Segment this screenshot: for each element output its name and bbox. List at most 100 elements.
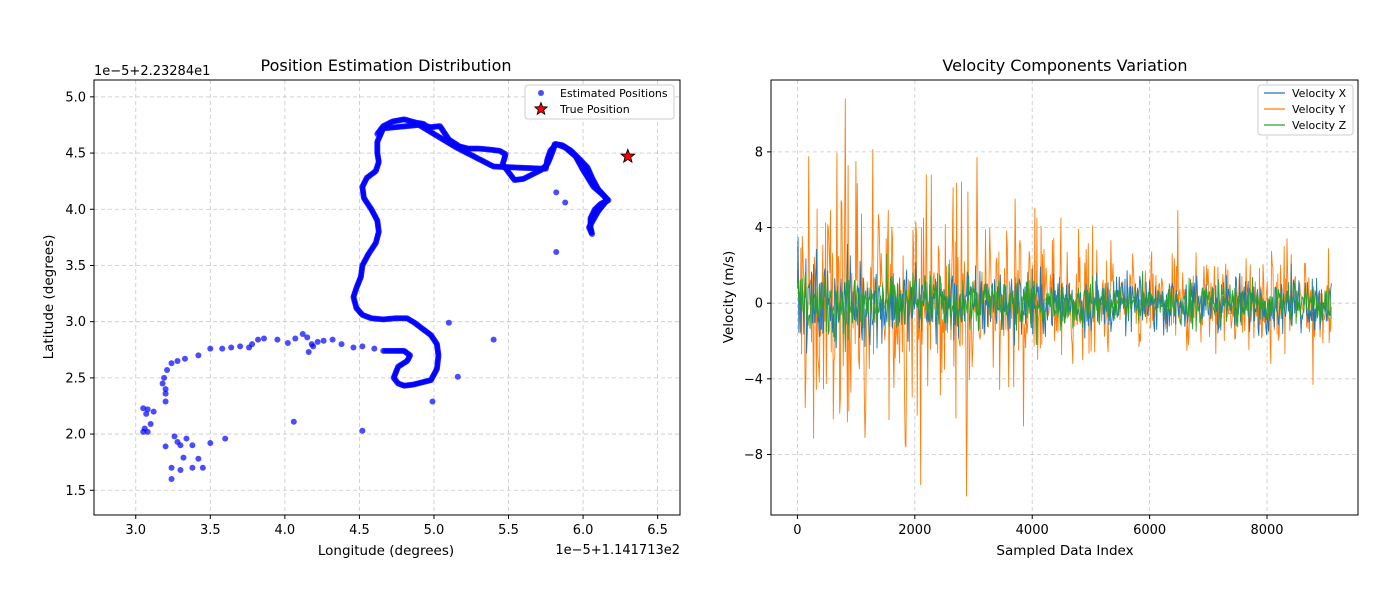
estimated-position-point xyxy=(219,345,226,352)
left-y-tick-label: 4.5 xyxy=(65,147,86,162)
right-x-tick-label: 6000 xyxy=(1133,523,1166,538)
estimated-position-point xyxy=(553,189,560,196)
estimated-position-point xyxy=(350,344,357,351)
estimated-position-point xyxy=(162,390,169,397)
left-x-tick-label: 5.0 xyxy=(424,523,445,538)
right-x-tick-label: 2000 xyxy=(898,523,931,538)
estimated-position-point xyxy=(168,476,175,483)
velocity-plot: Velocity Components Variation Sampled Da… xyxy=(721,56,1359,559)
position-plot: Position Estimation Distribution 1e−5+2.… xyxy=(41,56,681,559)
estimated-position-point xyxy=(168,360,175,367)
right-x-tick-label: 4000 xyxy=(1016,523,1049,538)
estimated-position-point xyxy=(371,345,378,352)
left-x-tick-label: 6.0 xyxy=(573,523,594,538)
estimated-position-point xyxy=(168,464,175,471)
estimated-position-point xyxy=(150,408,157,415)
estimated-position-point xyxy=(195,352,202,359)
legend-true-position-label: True Position xyxy=(559,103,630,116)
left-x-tick-label: 3.0 xyxy=(125,523,146,538)
right-y-axis-label: Velocity (m/s) xyxy=(721,251,737,344)
estimated-position-point xyxy=(553,248,560,255)
left-y-tick-label: 1.5 xyxy=(65,484,86,499)
left-y-tick-label: 3.5 xyxy=(65,259,86,274)
estimated-position-point xyxy=(140,405,147,412)
estimated-position-point xyxy=(237,343,244,350)
estimated-position-point xyxy=(490,336,497,343)
estimated-position-point xyxy=(320,337,327,344)
right-y-tick-label: 8 xyxy=(755,145,763,160)
estimated-position-point xyxy=(228,344,235,351)
estimated-position-point xyxy=(359,427,366,434)
estimated-position-point xyxy=(189,442,196,449)
right-x-tick-label: 0 xyxy=(793,523,801,538)
left-y-tick-label: 2.5 xyxy=(65,371,86,386)
estimated-position-point xyxy=(177,467,184,474)
estimated-position-point xyxy=(359,343,366,350)
estimated-position-point xyxy=(159,380,166,387)
estimated-position-point xyxy=(195,455,202,462)
estimated-position-point xyxy=(380,347,387,354)
left-x-tick-label: 5.5 xyxy=(498,523,519,538)
estimated-position-point xyxy=(314,338,321,345)
legend-true-position-marker xyxy=(533,101,549,116)
estimated-position-point xyxy=(338,341,345,348)
right-legend-box xyxy=(1257,84,1354,136)
right-chart-title: Velocity Components Variation xyxy=(942,56,1187,75)
estimated-position-point xyxy=(207,345,214,352)
left-plot-frame xyxy=(93,79,681,516)
estimated-position-point xyxy=(180,454,187,461)
estimated-position-point xyxy=(207,440,214,447)
estimated-position-point xyxy=(171,433,178,440)
estimated-position-point xyxy=(445,319,452,326)
left-y-tick-label: 4.0 xyxy=(65,203,86,218)
left-y-tick-label: 3.0 xyxy=(65,315,86,330)
left-y-offset-text: 1e−5+2.23284e1 xyxy=(94,64,210,79)
estimated-position-point xyxy=(246,344,253,351)
right-y-tick-label: −8 xyxy=(744,448,763,463)
right-plot-frame xyxy=(770,79,1359,516)
series-line-velocity-z xyxy=(796,253,1332,353)
left-ticks: 3.0 3.5 4.0 4.5 5.0 5.5 6.0 6.5 1.5 2.0 2.5 3.0 3.5 4… xyxy=(65,90,668,538)
estimated-position-point xyxy=(454,373,461,380)
estimated-position-point xyxy=(161,374,168,381)
estimated-position-point xyxy=(222,435,229,442)
estimated-position-point xyxy=(164,367,171,373)
estimated-position-point xyxy=(177,442,184,449)
left-grid xyxy=(94,80,680,515)
series-line-velocity-x xyxy=(796,237,1332,354)
legend-velocity-y-label: Velocity Y xyxy=(1292,103,1346,116)
estimated-position-point xyxy=(329,336,336,343)
right-x-tick-label: 8000 xyxy=(1250,523,1283,538)
left-x-tick-label: 4.5 xyxy=(349,523,370,538)
right-ticks: 0 2000 4000 6000 8000 −8 −4 0 4 8 xyxy=(744,145,1284,538)
estimated-position-point xyxy=(260,335,267,342)
estimated-position-point xyxy=(162,386,169,393)
estimated-position-point xyxy=(305,349,312,356)
right-y-tick-label: −4 xyxy=(744,372,763,387)
estimated-position-point xyxy=(143,410,150,417)
right-x-axis-label: Sampled Data Index xyxy=(996,543,1133,559)
left-legend-box xyxy=(524,84,675,120)
left-y-tick-label: 5.0 xyxy=(65,90,86,105)
legend-velocity-x-label: Velocity X xyxy=(1292,87,1347,100)
right-y-tick-label: 4 xyxy=(755,221,763,236)
estimated-position-point xyxy=(162,443,169,450)
legend-velocity-z-label: Velocity Z xyxy=(1292,119,1347,132)
left-x-offset-text: 1e−5+1.141713e2 xyxy=(555,543,680,558)
estimated-position-point xyxy=(199,464,206,471)
true-position-marker xyxy=(620,148,636,164)
left-legend: Estimated Positions True Position xyxy=(524,84,675,120)
estimated-position-point xyxy=(174,358,181,365)
estimated-position-point xyxy=(304,334,311,341)
legend-estimated-label: Estimated Positions xyxy=(560,87,668,100)
estimated-position-point xyxy=(308,341,315,348)
estimated-position-point xyxy=(189,464,196,471)
estimated-position-point xyxy=(181,355,188,362)
estimated-position-point xyxy=(147,420,154,427)
estimated-position-point xyxy=(162,398,169,405)
estimated-position-point xyxy=(140,428,147,435)
estimated-position-point xyxy=(255,336,262,343)
left-y-tick-label: 2.0 xyxy=(65,428,86,443)
left-chart-title: Position Estimation Distribution xyxy=(260,56,511,75)
